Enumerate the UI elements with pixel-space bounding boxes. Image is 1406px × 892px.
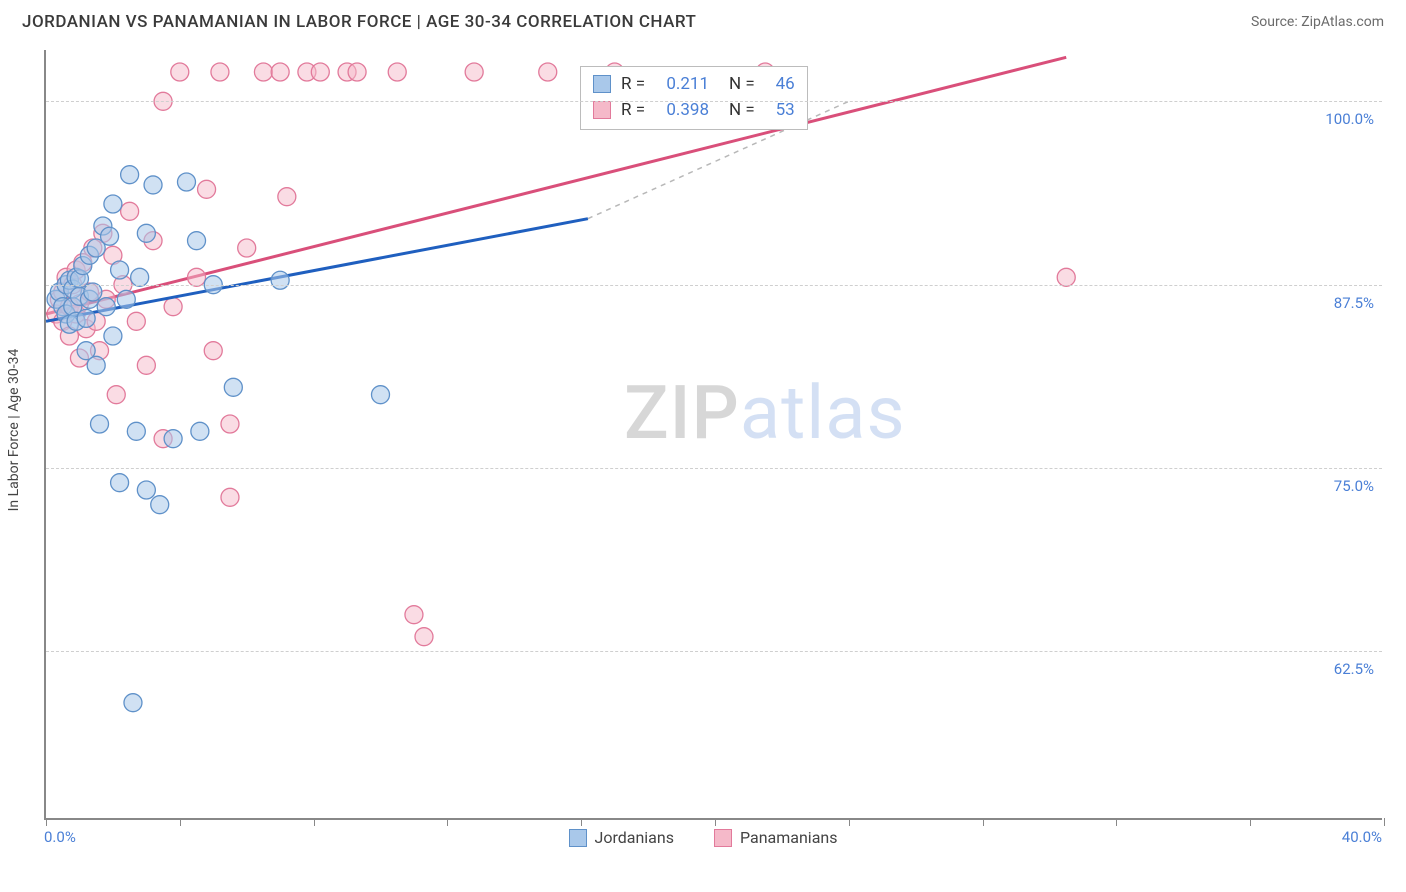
jordanians-point [91,415,109,433]
stats-r-label: R = [621,100,645,120]
panamanians-point [254,63,272,81]
stats-swatch-panamanians [593,101,611,119]
y-tick-label: 100.0% [1325,110,1374,128]
y-tick-label: 62.5% [1334,660,1374,678]
stats-n-label: N = [729,74,755,94]
panamanians-point [188,268,206,286]
jordanians-point [77,309,95,327]
jordanians-point [127,422,145,440]
stats-r-label: R = [621,74,645,94]
plot-area: ZIPatlas R =0.211N =46R =0.398N =53 62.5… [44,50,1382,820]
chart-source: Source: ZipAtlas.com [1251,14,1384,30]
panamanians-point [164,298,182,316]
x-tick [46,818,47,826]
panamanians-point [405,606,423,624]
jordanians-point [177,173,195,191]
panamanians-point [198,180,216,198]
x-tick [849,818,850,826]
jordanians-point [104,195,122,213]
stats-box: R = 0.211 N = 46 R = 0.398 N = 53 [580,66,808,130]
legend-swatch-panamanians [714,829,732,847]
stats-n-value: 53 [765,100,795,120]
jordanians-point [137,481,155,499]
gridline-h [46,285,1382,286]
gridline-h [46,651,1382,652]
panamanians-point [204,342,222,360]
panamanians-point [107,386,125,404]
jordanians-point [124,694,142,712]
x-tick [715,818,716,826]
chart-svg [46,50,1382,818]
jordanians-point [101,227,119,245]
stats-n-label: N = [729,100,755,120]
panamanians-point [127,312,145,330]
jordanians-point [87,356,105,374]
y-tick-label: 87.5% [1334,294,1374,312]
legend-label-panamanians: Panamanians [740,828,838,847]
legend-item-jordanians: Jordanians [569,828,674,847]
jordanians-point [117,290,135,308]
jordanians-point [372,386,390,404]
panamanians-point [137,356,155,374]
y-tick-label: 75.0% [1334,477,1374,495]
jordanians-point [111,474,129,492]
legend-swatch-jordanians [569,829,587,847]
panamanians-point [271,63,289,81]
x-tick [1116,818,1117,826]
x-tick [1250,818,1251,826]
jordanians-point [97,298,115,316]
jordanians-point [224,378,242,396]
gridline-h [46,468,1382,469]
y-axis-label: In Labor Force | Age 30-34 [6,349,22,512]
jordanians-point [191,422,209,440]
panamanians-point [221,488,239,506]
stats-r-value: 0.398 [655,100,709,120]
jordanians-point [144,176,162,194]
panamanians-point [121,202,139,220]
x-tick [180,818,181,826]
panamanians-point [221,415,239,433]
panamanians-point [539,63,557,81]
x-tick [581,818,582,826]
jordanians-point [137,224,155,242]
stats-n-value: 46 [765,74,795,94]
stats-row-jordanians: R = 0.211 N = 46 [593,71,795,97]
panamanians-point [1057,268,1075,286]
chart-title: JORDANIAN VS PANAMANIAN IN LABOR FORCE |… [22,12,696,32]
jordanians-point [111,261,129,279]
x-tick [447,818,448,826]
jordanians-point [151,496,169,514]
panamanians-point [311,63,329,81]
panamanians-point [238,239,256,257]
jordanians-point [84,283,102,301]
legend-bottom: Jordanians Panamanians [0,828,1406,847]
legend-label-jordanians: Jordanians [595,828,674,847]
jordanians-point [131,268,149,286]
panamanians-point [348,63,366,81]
x-tick [314,818,315,826]
panamanians-point [465,63,483,81]
x-tick [983,818,984,826]
jordanians-point [188,232,206,250]
legend-item-panamanians: Panamanians [714,828,838,847]
chart-header: JORDANIAN VS PANAMANIAN IN LABOR FORCE |… [0,0,1406,44]
panamanians-point [211,63,229,81]
stats-swatch-jordanians [593,75,611,93]
panamanians-point [171,63,189,81]
panamanians-point [415,628,433,646]
panamanians-point [278,188,296,206]
jordanians-point [104,327,122,345]
jordanians-point [271,271,289,289]
x-tick [1384,818,1385,826]
jordanians-point [164,430,182,448]
gridline-h [46,101,1382,102]
panamanians-point [388,63,406,81]
jordanians-point [121,166,139,184]
stats-r-value: 0.211 [655,74,709,94]
